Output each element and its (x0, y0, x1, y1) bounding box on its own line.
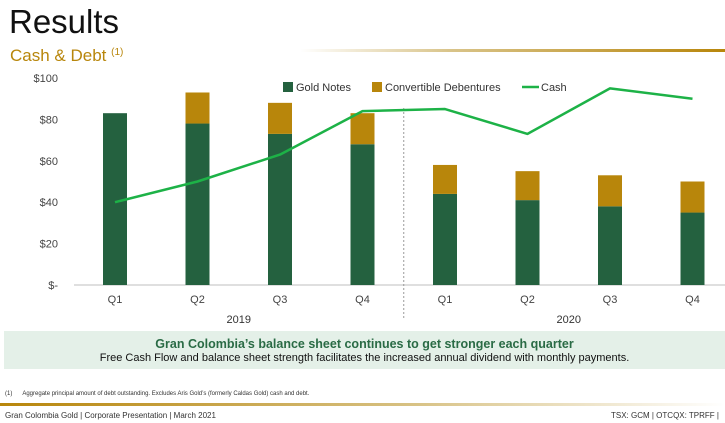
convertible-debentures-bar (680, 181, 705, 213)
gold-notes-bar (598, 206, 622, 285)
convertible-debentures-bar (515, 171, 540, 201)
legend-cash-label: Cash (541, 82, 567, 94)
footnote-marker: (1) (5, 391, 13, 397)
subtitle-text: Cash & Debt (10, 46, 107, 65)
cash-debt-chart: $100 $80 $60 $40 $20 $- Q1 Q2 Q3 Q4 Q1 Q2 Q3 Q4 2019 20… (34, 73, 725, 326)
footer-left-text: Gran Colombia Gold | Corporate Presentat… (5, 411, 216, 420)
x-tick-label: Q1 (108, 294, 123, 306)
convertible-debentures-bar (598, 175, 622, 207)
x-tick-label: Q3 (603, 294, 618, 306)
x-tick-label: Q2 (190, 294, 205, 306)
footnote: (1) Aggregate principal amount of debt ou… (5, 391, 319, 397)
footer-rule (0, 403, 725, 406)
convertible-debentures-bar (268, 102, 292, 134)
x-tick-label: Q4 (685, 294, 700, 306)
header-rule (300, 49, 725, 52)
legend-gold-notes-swatch (283, 82, 293, 92)
gold-notes-bar (350, 144, 375, 285)
y-tick-label: $80 (40, 114, 58, 126)
legend-gold-notes-label: Gold Notes (296, 82, 352, 94)
legend-convertible-debentures-label: Convertible Debentures (385, 82, 501, 94)
page-subtitle: Cash & Debt (1) (10, 43, 123, 66)
y-tick-label: $- (48, 280, 58, 292)
y-tick-label: $100 (34, 73, 58, 85)
gold-notes-bar (268, 133, 292, 285)
x-tick-label: Q1 (438, 294, 453, 306)
y-tick-label: $20 (40, 239, 58, 251)
gold-notes-bar (680, 212, 705, 285)
convertible-debentures-bar (433, 164, 457, 194)
banner-text: Free Cash Flow and balance sheet strengt… (99, 352, 630, 364)
gold-notes-bar (515, 200, 540, 285)
x-tick-label: Q4 (355, 294, 370, 306)
year-label: 2020 (557, 314, 581, 326)
convertible-debentures-bar (350, 113, 375, 145)
convertible-debentures-bar (185, 92, 210, 124)
footnote-text: Aggregate principal amount of debt outst… (22, 391, 310, 397)
legend-convertible-debentures-swatch (372, 82, 382, 92)
x-tick-label: Q3 (273, 294, 288, 306)
y-tick-label: $40 (40, 197, 58, 209)
summary-banner: Gran Colombia’s balance sheet continues … (4, 331, 725, 369)
x-tick-label: Q2 (520, 294, 535, 306)
year-label: 2019 (227, 314, 251, 326)
footer-right-text: TSX: GCM | OTCQX: TPRFF | (610, 411, 719, 420)
gold-notes-bar (185, 123, 210, 285)
cash-line (114, 87, 693, 204)
banner-title: Gran Colombia’s balance sheet continues … (155, 337, 574, 351)
y-tick-label: $60 (40, 156, 58, 168)
subtitle-footnote-marker: (1) (111, 47, 124, 58)
page-title: Results (9, 3, 120, 40)
gold-notes-bar (433, 193, 457, 285)
